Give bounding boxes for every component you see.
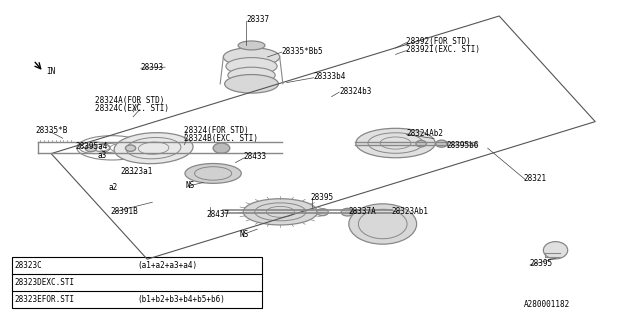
Text: 28324C(EXC. STI): 28324C(EXC. STI) [95,104,169,113]
Text: 28393: 28393 [141,63,164,72]
Ellipse shape [238,41,265,50]
Ellipse shape [125,145,136,151]
Text: 28392I(EXC. STI): 28392I(EXC. STI) [406,45,481,54]
Ellipse shape [185,164,241,183]
Text: NS: NS [240,230,249,239]
Text: 28395b6: 28395b6 [447,141,479,150]
Ellipse shape [436,140,447,147]
Text: 28323a1: 28323a1 [120,167,153,176]
Text: A280001182: A280001182 [524,300,570,309]
Text: 28323EFOR.STI: 28323EFOR.STI [15,295,75,304]
Text: NS: NS [186,181,195,190]
Text: 28392(FOR STD): 28392(FOR STD) [406,37,471,46]
Ellipse shape [349,204,417,244]
Text: 28324B(EXC. STI): 28324B(EXC. STI) [184,134,259,143]
Ellipse shape [225,75,278,93]
Ellipse shape [416,140,426,147]
Ellipse shape [223,48,280,66]
Text: 28337A: 28337A [349,207,376,216]
Text: (b1+b2+b3+b4+b5+b6): (b1+b2+b3+b4+b5+b6) [137,295,225,304]
Ellipse shape [85,145,97,152]
Text: (a1+a2+a3+a4): (a1+a2+a3+a4) [137,261,197,270]
Text: 28395: 28395 [530,259,553,268]
Ellipse shape [543,242,568,259]
Text: 28323Ab1: 28323Ab1 [392,207,429,216]
Text: 28333b4: 28333b4 [314,72,346,81]
Text: 28323C: 28323C [15,261,42,270]
Text: 28335*B: 28335*B [35,126,68,135]
Ellipse shape [341,208,354,216]
Text: 28433: 28433 [243,152,266,161]
Text: 28321: 28321 [524,174,547,183]
Ellipse shape [356,128,435,158]
Text: IN: IN [46,67,55,76]
Ellipse shape [213,143,230,153]
Text: 28324A(FOR STD): 28324A(FOR STD) [95,96,164,105]
Text: 28324b3: 28324b3 [339,87,372,96]
Ellipse shape [228,67,275,83]
Text: 28335*Bb5: 28335*Bb5 [282,47,323,56]
Ellipse shape [114,133,193,164]
Text: 28324(FOR STD): 28324(FOR STD) [184,126,249,135]
Text: a2: a2 [109,183,118,192]
Ellipse shape [243,199,317,225]
Text: 28324Ab2: 28324Ab2 [406,129,444,138]
Text: 28395a4: 28395a4 [76,142,108,151]
Text: a3: a3 [98,151,107,160]
Bar [12,257,262,308]
Text: 28437: 28437 [207,210,230,219]
Text: 28391B: 28391B [110,207,138,216]
Text: 28323DEXC.STI: 28323DEXC.STI [15,278,75,287]
Text: 28395: 28395 [310,193,333,202]
Ellipse shape [226,58,277,75]
Text: 28337: 28337 [246,15,269,24]
Ellipse shape [317,209,328,216]
